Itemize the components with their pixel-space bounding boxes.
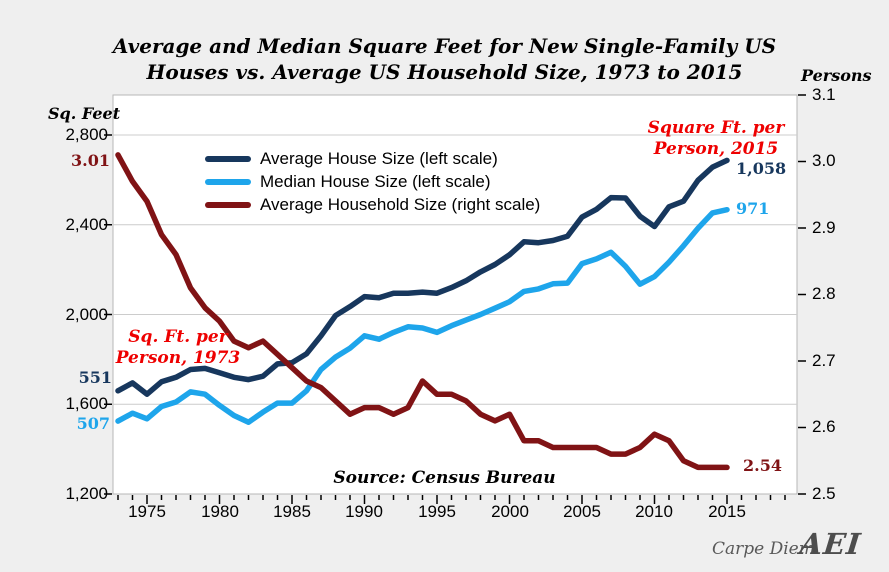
x-tick-2015: 2015 bbox=[708, 502, 746, 521]
right-tick-3-1: 3.1 bbox=[812, 85, 836, 104]
gridlines bbox=[113, 134, 797, 405]
left-tick-1200: 1,200 bbox=[65, 484, 108, 503]
series-lines bbox=[115, 152, 730, 471]
left-tick-2000: 2,000 bbox=[65, 305, 108, 324]
chart-title-line-2: Houses vs. Average US Household Size, 19… bbox=[146, 60, 743, 84]
sqft-per-person-2015-note-line-2: Person, 2015 bbox=[653, 139, 779, 159]
right-axis-title: Persons bbox=[801, 66, 872, 85]
left-tick-1600: 1,600 bbox=[65, 394, 108, 413]
sqft-per-person-2015-note: Square Ft. per Person, 2015 bbox=[631, 118, 801, 160]
x-tick-2000: 2000 bbox=[491, 502, 529, 521]
median-sqft-per-person-2015-value: 971 bbox=[736, 199, 770, 218]
right-tick-2-9: 2.9 bbox=[812, 218, 836, 237]
legend-label-median: Median House Size (left scale) bbox=[260, 172, 491, 191]
right-tick-2-5: 2.5 bbox=[812, 484, 836, 503]
legend-label-average: Average House Size (left scale) bbox=[260, 149, 498, 168]
legend-row-median: Median House Size (left scale) bbox=[205, 172, 540, 191]
average-line-swatch bbox=[205, 156, 251, 162]
axis-ticks bbox=[104, 94, 806, 504]
left-tick-2400: 2,400 bbox=[65, 215, 108, 234]
avg-sqft-per-person-1973-value: 551 bbox=[78, 368, 112, 387]
right-tick-3-0: 3.0 bbox=[812, 151, 836, 170]
median-house-size-line bbox=[115, 206, 730, 425]
sqft-per-person-1973-note: Sq. Ft. per Person, 1973 bbox=[93, 327, 263, 369]
sqft-per-person-1973-note-line-2: Person, 1973 bbox=[115, 348, 241, 368]
left-tick-2800: 2,800 bbox=[65, 125, 108, 144]
median-sqft-per-person-1973-value: 507 bbox=[76, 414, 110, 433]
source-note: Source: Census Bureau bbox=[333, 468, 556, 488]
x-tick-1985: 1985 bbox=[273, 502, 311, 521]
median-line-swatch bbox=[205, 179, 251, 185]
legend: Average House Size (left scale) Median H… bbox=[205, 149, 541, 214]
sqft-per-person-2015-note-line-1: Square Ft. per bbox=[647, 118, 785, 138]
carpe-diem-wordmark: Carpe Diem bbox=[712, 539, 815, 559]
avg-household-size-line bbox=[115, 152, 730, 471]
legend-label-household: Average Household Size (right scale) bbox=[260, 195, 541, 214]
avg-sqft-per-person-2015-value: 1,058 bbox=[736, 159, 787, 178]
x-tick-1990: 1990 bbox=[345, 502, 383, 521]
left-axis-title: Sq. Feet bbox=[48, 104, 121, 123]
right-tick-2-7: 2.7 bbox=[812, 351, 836, 370]
x-tick-1995: 1995 bbox=[418, 502, 456, 521]
x-tick-1975: 1975 bbox=[128, 502, 166, 521]
chart-title-line-1: Average and Median Square Feet for New S… bbox=[112, 34, 777, 58]
household-1973-value: 3.01 bbox=[71, 151, 110, 170]
aei-logo: AEI bbox=[798, 527, 863, 561]
legend-row-average: Average House Size (left scale) bbox=[205, 149, 540, 168]
avg-house-size-line bbox=[115, 157, 730, 397]
right-tick-2-8: 2.8 bbox=[812, 284, 836, 303]
sqft-per-person-1973-note-line-1: Sq. Ft. per bbox=[128, 327, 228, 347]
x-tick-2010: 2010 bbox=[635, 502, 673, 521]
legend-row-household: Average Household Size (right scale) bbox=[205, 195, 541, 214]
x-tick-2005: 2005 bbox=[563, 502, 601, 521]
right-tick-2-6: 2.6 bbox=[812, 417, 836, 436]
x-tick-1980: 1980 bbox=[201, 502, 239, 521]
household-line-swatch bbox=[205, 202, 251, 208]
household-2015-value: 2.54 bbox=[743, 456, 782, 475]
